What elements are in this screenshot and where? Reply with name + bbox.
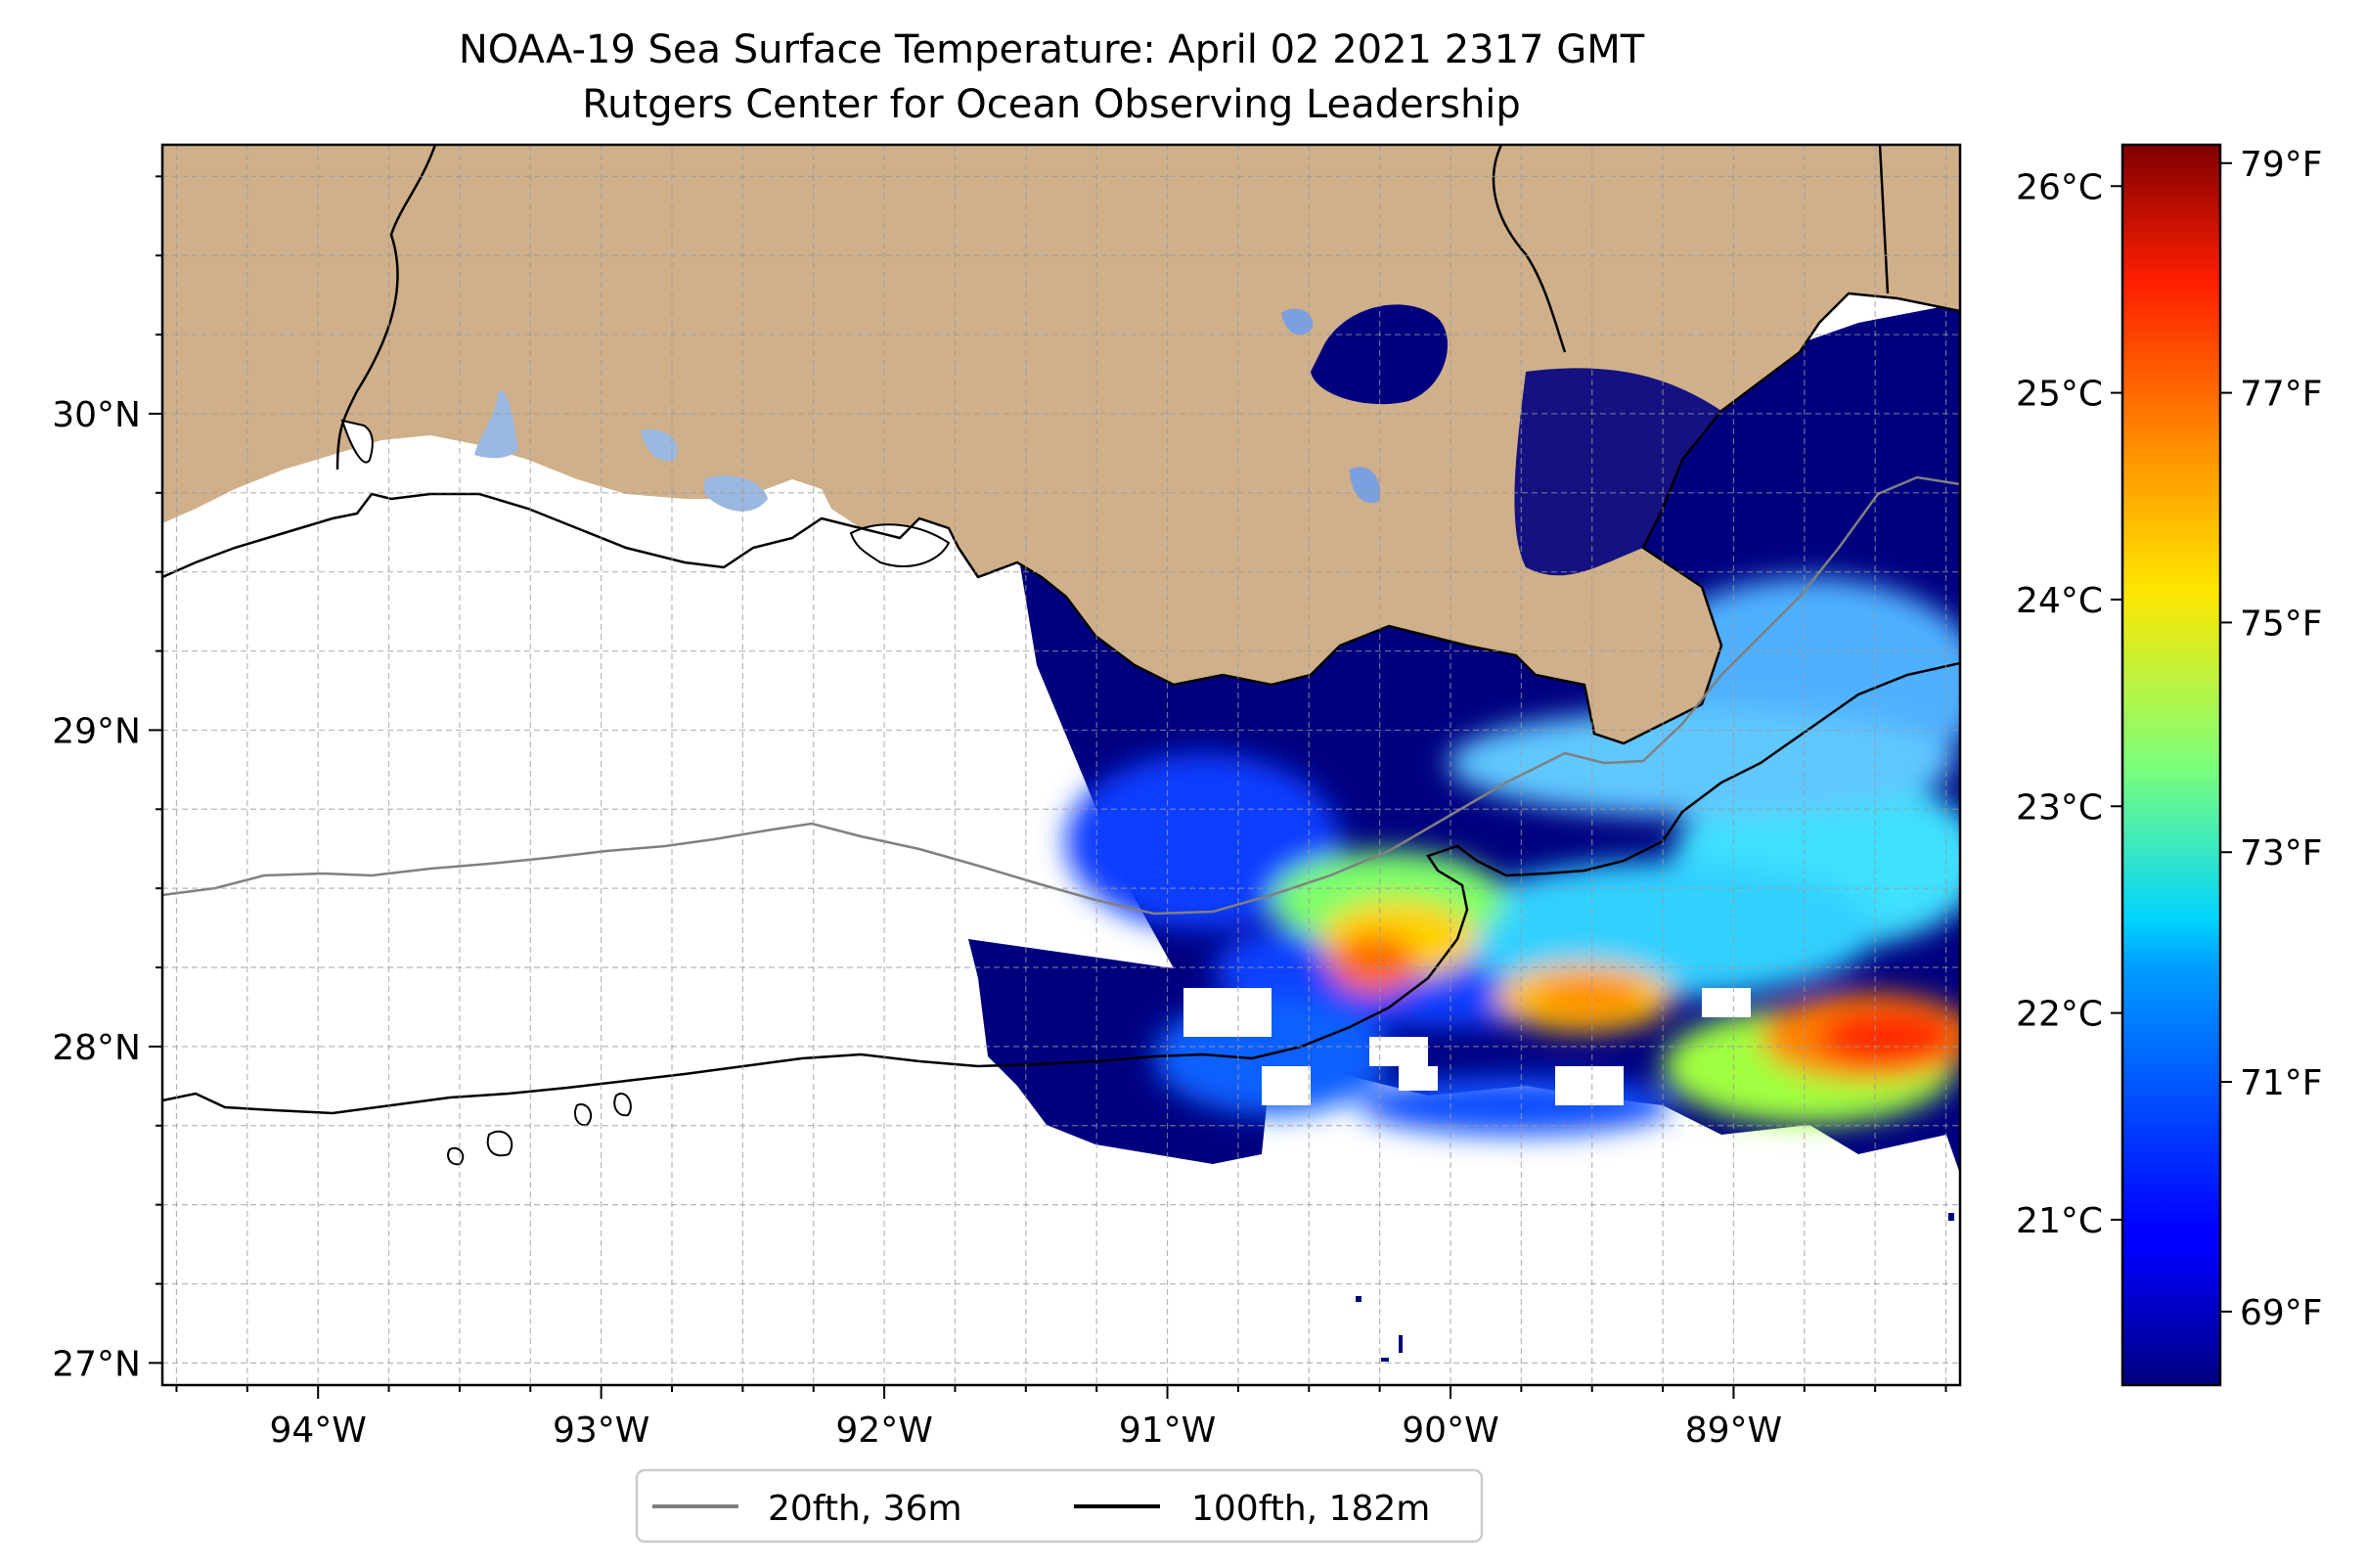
- map-panel: [162, 145, 1960, 1385]
- state-boundary: [335, 145, 437, 470]
- sst-patch-orange-center: [1330, 934, 1418, 993]
- cloud-gap: [1702, 988, 1751, 1017]
- inland-lake: [641, 429, 678, 462]
- colorbar-celsius-label: 26°C: [2016, 167, 2103, 207]
- colorbar-fahrenheit-label: 77°F: [2240, 375, 2323, 415]
- lat-tick-label: 30°N: [52, 395, 141, 435]
- inland-lake: [704, 475, 768, 512]
- cloud-gap: [1555, 1066, 1624, 1105]
- lat-tick-label: 28°N: [52, 1028, 141, 1068]
- colorbar-celsius-label: 21°C: [2016, 1201, 2103, 1241]
- colorbar-gradient: [2120, 143, 2222, 1387]
- land-mass: [162, 145, 1960, 743]
- lake-maurepas: [1281, 308, 1314, 336]
- lat-tick-label: 29°N: [52, 711, 141, 751]
- sst-stray-pixel: [1399, 1335, 1403, 1353]
- legend-frame: [635, 1468, 1484, 1544]
- cloud-gap: [1262, 1066, 1311, 1105]
- shelf-island: [486, 1130, 513, 1157]
- lon-tick-label: 93°W: [553, 1411, 649, 1451]
- cloud-gap: [1399, 1066, 1438, 1091]
- river: [1492, 145, 1567, 353]
- sst-stray-pixel: [1381, 1358, 1389, 1362]
- cloud-gap: [1183, 988, 1272, 1037]
- lon-tick-label: 92°W: [835, 1411, 932, 1451]
- lon-tick-label: 91°W: [1119, 1411, 1216, 1451]
- inland-lake: [474, 390, 518, 459]
- shelf-island: [574, 1103, 593, 1127]
- lon-tick-label: 94°W: [269, 1411, 366, 1451]
- lake-pontchartrain: [1311, 304, 1448, 405]
- colorbar-celsius-label: 23°C: [2016, 787, 2103, 828]
- sst-stray-pixel: [1948, 1213, 1954, 1221]
- colorbar-celsius-label: 22°C: [2016, 995, 2103, 1035]
- colorbar-ticks: 21°C 22°C 23°C 24°C 25°C 26°C 69°F 71°F 73°F 75°F…: [2016, 145, 2322, 1333]
- cloud-gap: [1369, 1037, 1428, 1066]
- title-line-2: Rutgers Center for Ocean Observing Leade…: [582, 82, 1521, 127]
- lon-tick-label: 90°W: [1402, 1411, 1498, 1451]
- colorbar-fahrenheit-label: 79°F: [2240, 145, 2323, 185]
- calcasieu-lake: [340, 419, 374, 464]
- inland-lake: [1350, 467, 1380, 504]
- colorbar-celsius-label: 25°C: [2016, 375, 2103, 415]
- sst-patch-lightblue-band: [1448, 709, 1956, 817]
- legend-label-20fth: 20fth, 36m: [768, 1489, 962, 1529]
- map-gridlines: [162, 145, 1960, 1385]
- map-axis-ticks: 94°W 93°W 92°W 91°W 90°W 89°W 27°N 28°N 29°N 30°N: [52, 175, 1947, 1451]
- title-line-1: NOAA-19 Sea Surface Temperature: April 0…: [459, 27, 1645, 72]
- colorbar-fahrenheit-label: 69°F: [2240, 1293, 2323, 1333]
- lon-tick-label: 89°W: [1685, 1411, 1782, 1451]
- coastline: [162, 291, 1960, 745]
- colorbar-celsius-label: 24°C: [2016, 581, 2103, 621]
- sst-stray-pixel: [1356, 1296, 1361, 1302]
- sst-patch-blue-west: [1066, 753, 1340, 929]
- colorbar: 21°C 22°C 23°C 24°C 25°C 26°C 69°F 71°F 73°F 75°F…: [2016, 143, 2323, 1387]
- sst-patch-orange-mid: [1536, 976, 1643, 1019]
- legend: 20fth, 36m 100fth, 182m: [635, 1468, 1484, 1544]
- contour-100fth: [162, 661, 1960, 1115]
- contour-20fth: [162, 475, 1960, 916]
- sst-patch-red-southeast: [1819, 1008, 1956, 1066]
- state-boundary: [1878, 145, 1890, 294]
- colorbar-fahrenheit-label: 73°F: [2240, 833, 2323, 874]
- lat-tick-label: 27°N: [52, 1344, 141, 1384]
- shelf-island: [613, 1093, 632, 1117]
- map-frame: [160, 143, 1962, 1387]
- colorbar-fahrenheit-label: 71°F: [2240, 1063, 2323, 1103]
- legend-label-100fth: 100fth, 182m: [1191, 1489, 1430, 1529]
- vermilion-bay: [849, 523, 951, 567]
- delta-marsh: [1514, 368, 1721, 576]
- colorbar-fahrenheit-label: 75°F: [2240, 604, 2323, 644]
